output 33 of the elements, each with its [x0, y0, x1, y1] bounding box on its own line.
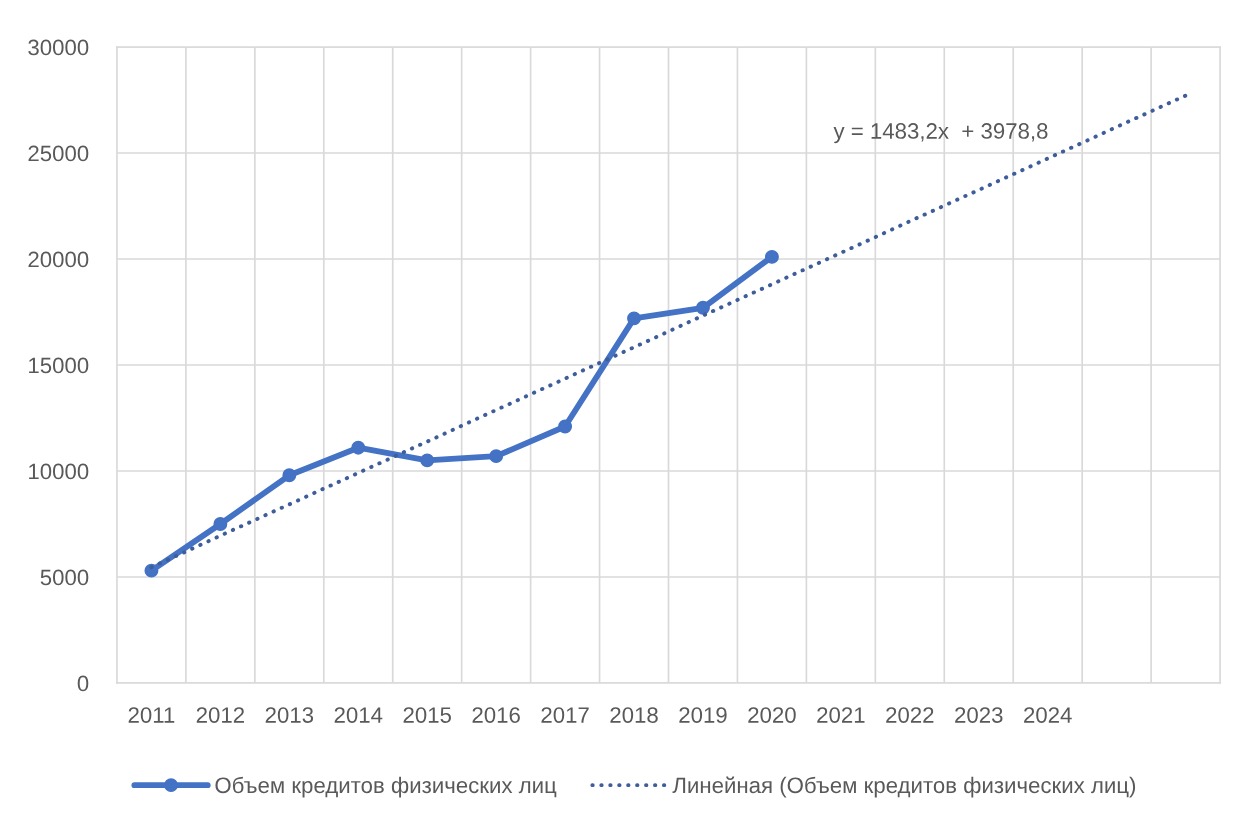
y-tick-label: 25000	[28, 145, 89, 162]
legend-label: Объем кредитов физических лиц	[215, 776, 557, 798]
x-tick-label: 2022	[886, 707, 934, 723]
x-tick-label: 2018	[610, 707, 658, 723]
y-tick-label: 20000	[28, 251, 89, 268]
x-tick-label: 2020	[748, 707, 796, 723]
point	[558, 419, 573, 434]
y-tick-label: 30000	[28, 39, 89, 56]
x-tick-label: 2016	[472, 707, 520, 723]
x-tick-label: 2019	[679, 707, 727, 723]
x-tick-label: 2021	[817, 707, 865, 723]
x-tick-label: 2015	[403, 707, 451, 723]
point	[213, 517, 228, 531]
point	[696, 300, 710, 315]
point	[764, 249, 779, 264]
point	[627, 311, 641, 326]
point	[282, 468, 297, 483]
x-tick-label: 2011	[128, 707, 175, 723]
legend-label: Линейная (Объем кредитов физических лиц)	[672, 776, 1136, 798]
x-tick-label: 2014	[334, 707, 383, 723]
point	[351, 440, 366, 455]
x-tick-label: 2024	[1024, 707, 1072, 723]
x-tick-label: 2023	[955, 707, 1003, 723]
x-tick-label: 2012	[196, 707, 244, 723]
y-tick-label: 10000	[29, 463, 89, 480]
y-tick-label: 0	[77, 675, 89, 692]
y-tick-label: 5000	[40, 569, 89, 586]
y-tick-label: 15000	[29, 357, 89, 374]
annotation: y = 1483,2x + 3978,8	[833, 123, 1048, 144]
point	[489, 449, 504, 464]
x-tick-label: 2013	[265, 707, 314, 723]
x-tick-label: 2017	[541, 707, 589, 723]
point	[420, 453, 435, 468]
